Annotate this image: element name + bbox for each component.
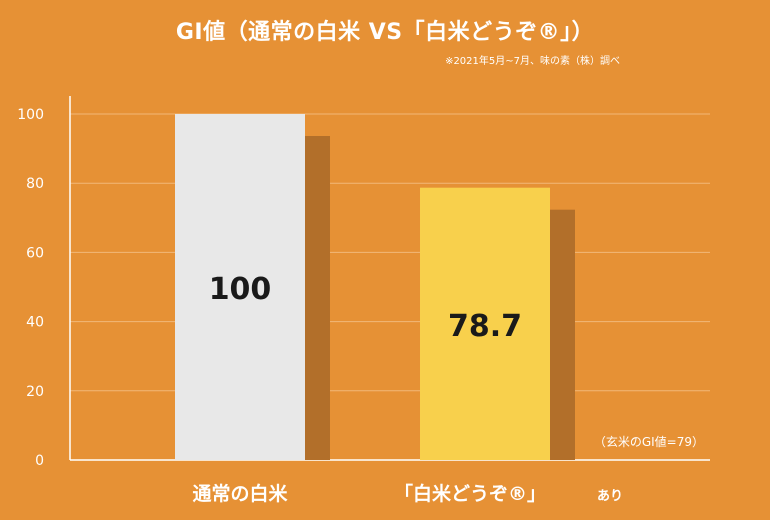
source-note: ※2021年5月~7月、味の素（株）調べ <box>445 56 620 67</box>
chart-title: GI値（通常の白米 VS「白米どうぞ®」） <box>175 20 595 45</box>
x-category-label-0: 通常の白米 <box>192 482 288 505</box>
x-category-suffix-1: あり <box>597 489 623 504</box>
y-tick-label-40: 40 <box>26 315 44 331</box>
y-tick-label-20: 20 <box>26 384 44 400</box>
y-tick-label-100: 100 <box>17 107 44 123</box>
bar-0 <box>175 114 305 460</box>
bar-1 <box>420 187 550 460</box>
brown-rice-gi-note: （玄米のGI値=79） <box>594 434 704 449</box>
y-tick-label-80: 80 <box>26 176 44 192</box>
bar-value-label-0: 100 <box>209 272 272 307</box>
y-tick-label-0: 0 <box>35 453 44 469</box>
y-tick-label-60: 60 <box>26 245 44 261</box>
bar-value-label-1: 78.7 <box>448 309 522 344</box>
x-category-label-1: 「白米どうぞ®」 <box>394 482 546 505</box>
